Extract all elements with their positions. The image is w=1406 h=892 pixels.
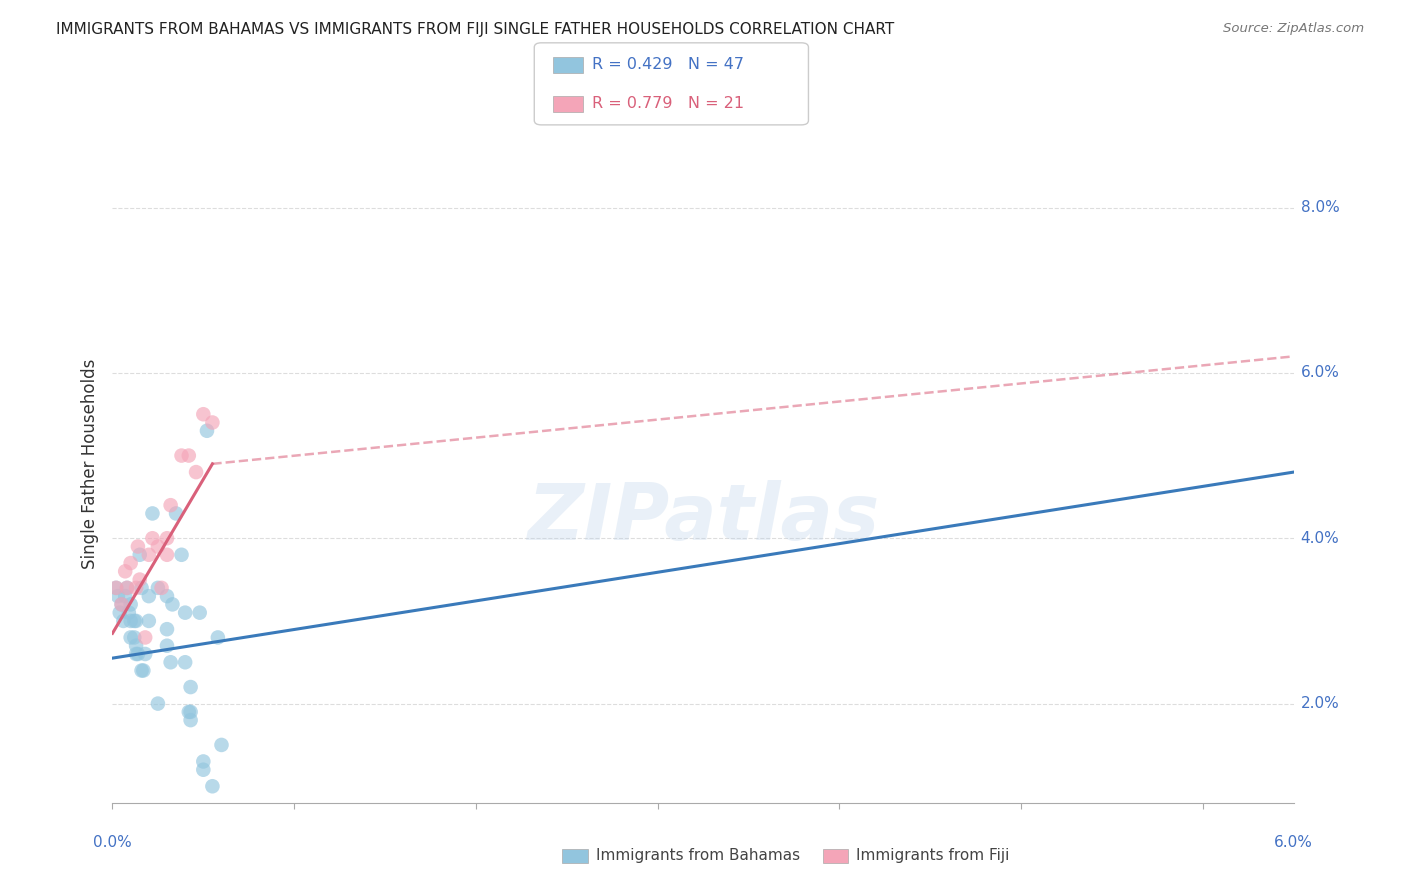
Point (177, 449, 200, 463)
Point (110, 598, 132, 612)
Point (207, 631, 229, 645)
Point (115, 581, 138, 595)
Point (180, 705, 202, 719)
Point (128, 573, 150, 587)
Point (162, 598, 184, 612)
Text: Source: ZipAtlas.com: Source: ZipAtlas.com (1223, 22, 1364, 36)
Point (180, 713, 202, 727)
Text: 6.0%: 6.0% (1274, 836, 1313, 850)
Point (107, 589, 129, 603)
Point (134, 631, 156, 645)
Point (134, 647, 156, 661)
Point (156, 548, 179, 562)
Point (127, 540, 149, 554)
Point (146, 581, 169, 595)
Point (184, 465, 207, 479)
Text: R = 0.779   N = 21: R = 0.779 N = 21 (592, 96, 744, 111)
Text: 0.0%: 0.0% (93, 836, 132, 850)
Text: 2.0%: 2.0% (1301, 696, 1340, 711)
Point (141, 507, 163, 521)
Point (170, 449, 193, 463)
Point (174, 606, 197, 620)
Point (156, 589, 179, 603)
Point (174, 655, 197, 669)
Point (114, 564, 136, 578)
Point (165, 507, 187, 521)
Text: 8.0%: 8.0% (1301, 200, 1340, 215)
Point (180, 680, 202, 694)
Point (156, 531, 179, 545)
Point (125, 647, 148, 661)
Point (177, 705, 200, 719)
Point (146, 697, 169, 711)
Text: 4.0%: 4.0% (1301, 531, 1340, 546)
Point (138, 589, 160, 603)
Text: Immigrants from Bahamas: Immigrants from Bahamas (596, 848, 800, 863)
Y-axis label: Single Father Households: Single Father Households (80, 359, 98, 569)
Point (127, 647, 149, 661)
Text: ZIPatlas: ZIPatlas (527, 480, 879, 556)
Point (120, 556, 142, 570)
Point (193, 763, 215, 777)
Point (105, 581, 128, 595)
Point (156, 639, 179, 653)
Point (138, 548, 160, 562)
Text: 6.0%: 6.0% (1301, 366, 1340, 380)
Text: IMMIGRANTS FROM BAHAMAS VS IMMIGRANTS FROM FIJI SINGLE FATHER HOUSEHOLDS CORRELA: IMMIGRANTS FROM BAHAMAS VS IMMIGRANTS FR… (56, 22, 894, 37)
Point (150, 581, 173, 595)
Point (159, 655, 181, 669)
Point (128, 548, 150, 562)
Point (195, 424, 218, 438)
Point (124, 631, 146, 645)
Point (105, 581, 128, 595)
Point (131, 664, 153, 678)
Point (211, 738, 233, 752)
Point (132, 664, 155, 678)
Point (193, 755, 215, 769)
Point (156, 622, 179, 636)
Point (170, 548, 193, 562)
Point (146, 540, 169, 554)
Text: R = 0.429   N = 47: R = 0.429 N = 47 (592, 57, 744, 71)
Point (125, 581, 148, 595)
Point (120, 631, 142, 645)
Point (120, 598, 142, 612)
Point (124, 614, 146, 628)
Point (120, 614, 142, 628)
Point (112, 614, 135, 628)
Point (125, 614, 148, 628)
Point (115, 581, 138, 595)
Point (118, 606, 141, 620)
Point (201, 779, 224, 793)
Point (159, 498, 181, 512)
Point (138, 614, 160, 628)
Point (114, 589, 136, 603)
Point (108, 606, 131, 620)
Point (110, 598, 132, 612)
Point (193, 407, 215, 421)
Point (141, 531, 163, 545)
Point (188, 606, 211, 620)
Point (131, 581, 153, 595)
Point (201, 416, 224, 430)
Text: Immigrants from Fiji: Immigrants from Fiji (856, 848, 1010, 863)
Point (125, 639, 148, 653)
